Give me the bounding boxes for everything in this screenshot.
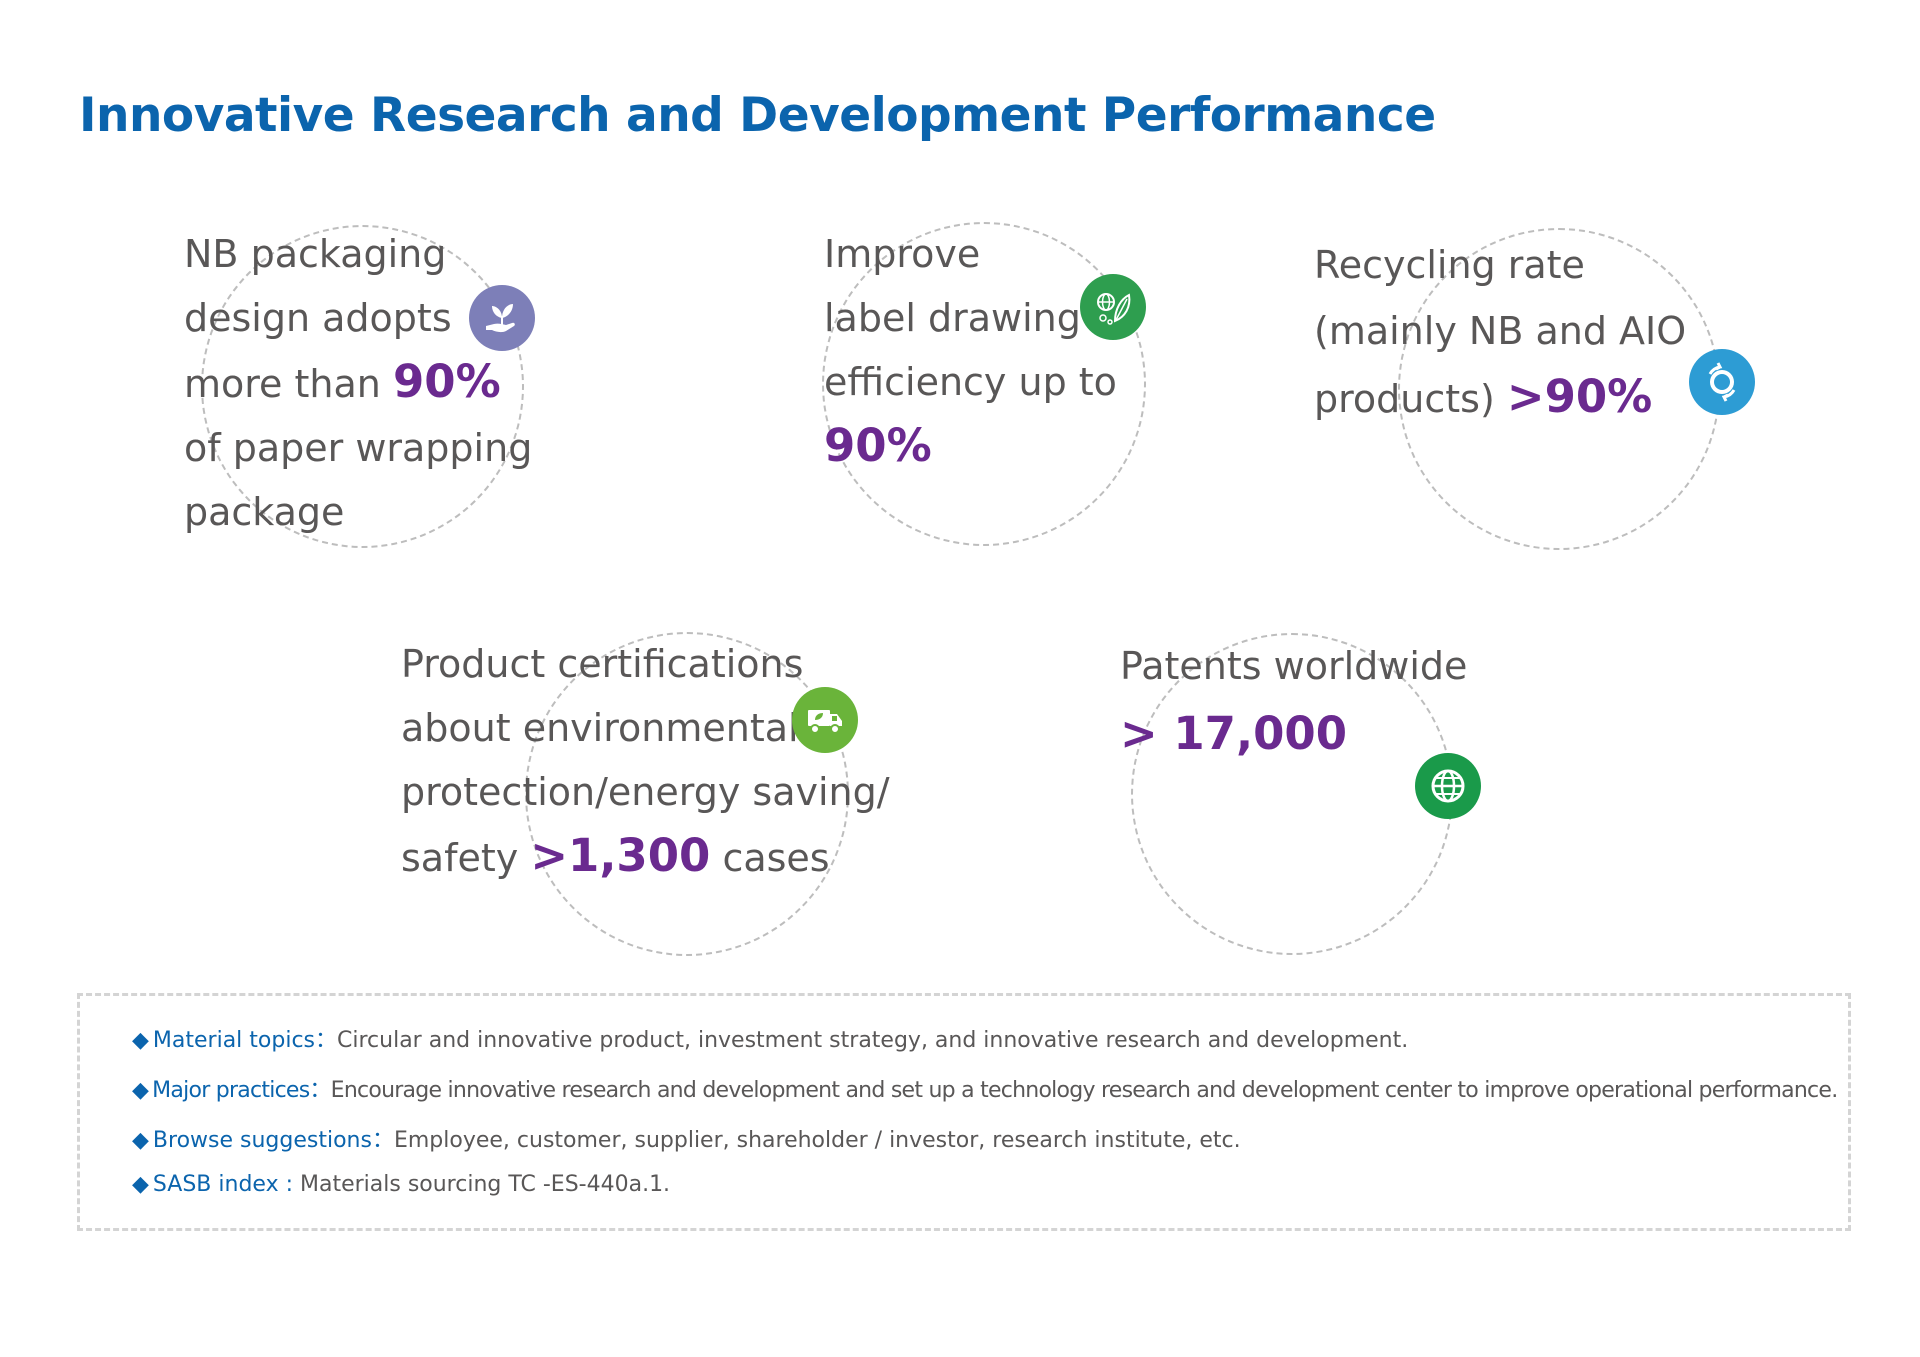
info-row-major-practices: ◆ Major practices：Encourage innovative re…	[132, 1072, 1839, 1104]
info-text: Encourage innovative research and develo…	[330, 1078, 1839, 1103]
globe-icon	[1415, 753, 1481, 819]
stat-line: package	[184, 490, 345, 534]
info-label: SASB index :	[152, 1172, 300, 1197]
stat-highlight: 90%	[824, 419, 932, 472]
stat-highlight: >90%	[1506, 370, 1653, 423]
leaf-globe-icon	[1080, 274, 1146, 340]
stat-line: design adopts	[184, 296, 452, 340]
stat-line: NB packaging	[184, 232, 447, 276]
stat-line: efficiency up to	[824, 360, 1117, 404]
stat-product-certifications: Product certifications about environment…	[401, 632, 890, 890]
hand-plant-icon	[469, 285, 535, 351]
stat-circle-nb-packaging	[201, 225, 524, 548]
info-text: Materials sourcing TC -ES-440a.1.	[299, 1172, 671, 1197]
info-box: ◆ Material topics：Circular and innovative…	[77, 993, 1851, 1231]
diamond-bullet-icon: ◆	[132, 1028, 149, 1053]
diamond-bullet-icon: ◆	[132, 1078, 149, 1103]
stat-highlight: >1,300	[530, 829, 711, 882]
info-row-browse-suggestions: ◆ Browse suggestions：Employee, customer, …	[132, 1122, 1241, 1154]
info-row-material-topics: ◆ Material topics：Circular and innovative…	[132, 1022, 1408, 1054]
stat-line: > 17,000	[1120, 700, 1467, 770]
stat-line: (mainly NB and AIO	[1314, 309, 1687, 353]
diamond-bullet-icon: ◆	[132, 1128, 149, 1153]
stat-line: Improve	[824, 232, 981, 276]
stat-line: Recycling rate	[1314, 243, 1585, 287]
info-row-sasb-index: ◆ SASB index : Materials sourcing TC -ES-…	[132, 1172, 670, 1197]
recycle-arrows-icon	[1689, 349, 1755, 415]
info-label: Browse suggestions：	[152, 1128, 394, 1153]
info-label: Major practices：	[152, 1078, 331, 1103]
stat-line: more than 90%	[184, 355, 501, 408]
stat-line: safety >1,300 cases	[401, 829, 830, 882]
stat-highlight: > 17,000	[1120, 707, 1348, 760]
stat-line: protection/energy saving/	[401, 770, 890, 814]
stat-circle-product-certifications	[525, 632, 849, 956]
stat-line: products) >90%	[1314, 370, 1653, 423]
stat-highlight: 90%	[392, 355, 501, 408]
stat-line: Product certifications	[401, 642, 804, 686]
diamond-bullet-icon: ◆	[132, 1172, 149, 1197]
stat-line: of paper wrapping	[184, 426, 533, 470]
truck-icon	[792, 687, 858, 753]
stat-circle-label-drawing	[822, 222, 1146, 546]
stat-line: about environmental	[401, 706, 799, 750]
stat-label-drawing: Improve label drawing efficiency up to 9…	[824, 222, 1117, 480]
stat-line: label drawing	[824, 296, 1081, 340]
stat-recycling-rate: Recycling rate (mainly NB and AIO produc…	[1314, 232, 1686, 432]
info-label: Material topics：	[152, 1028, 338, 1053]
info-text: Circular and innovative product, investm…	[337, 1028, 1409, 1053]
stat-line: Patents worldwide	[1120, 644, 1468, 688]
stat-nb-packaging: NB packaging design adopts more than 90%…	[184, 222, 532, 544]
stat-line: 90%	[824, 414, 1117, 480]
page-title: Innovative Research and Development Perf…	[79, 88, 1436, 143]
stat-patents: Patents worldwide > 17,000	[1120, 632, 1467, 770]
info-text: Employee, customer, supplier, shareholde…	[393, 1128, 1241, 1153]
